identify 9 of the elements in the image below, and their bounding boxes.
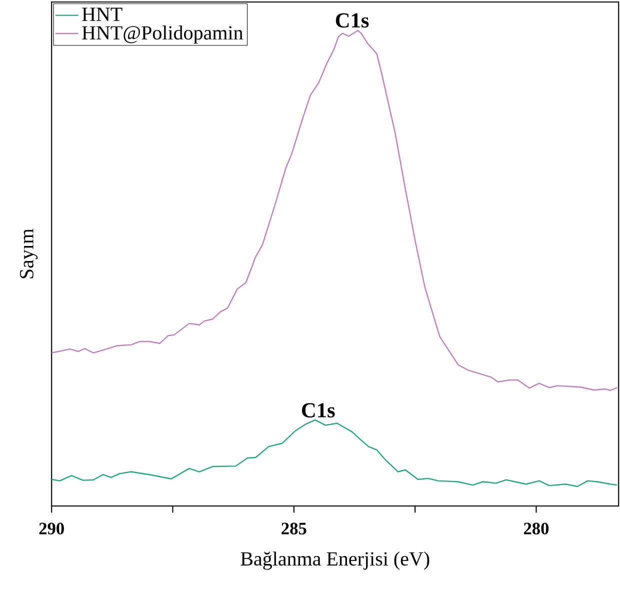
x-tick-label: 290	[39, 522, 64, 534]
x-axis-title: Bağlanma Enerjisi (eV)	[240, 552, 430, 570]
annotation: C1s	[336, 13, 369, 28]
annotation: C1s	[302, 403, 335, 418]
y-axis-title: Sayım	[20, 228, 38, 278]
legend-label: HNT@Polidopamin	[82, 26, 243, 44]
legend-label: HNT	[82, 8, 122, 21]
x-tick-label: 285	[282, 522, 306, 534]
x-tick-label: 280	[524, 522, 549, 534]
